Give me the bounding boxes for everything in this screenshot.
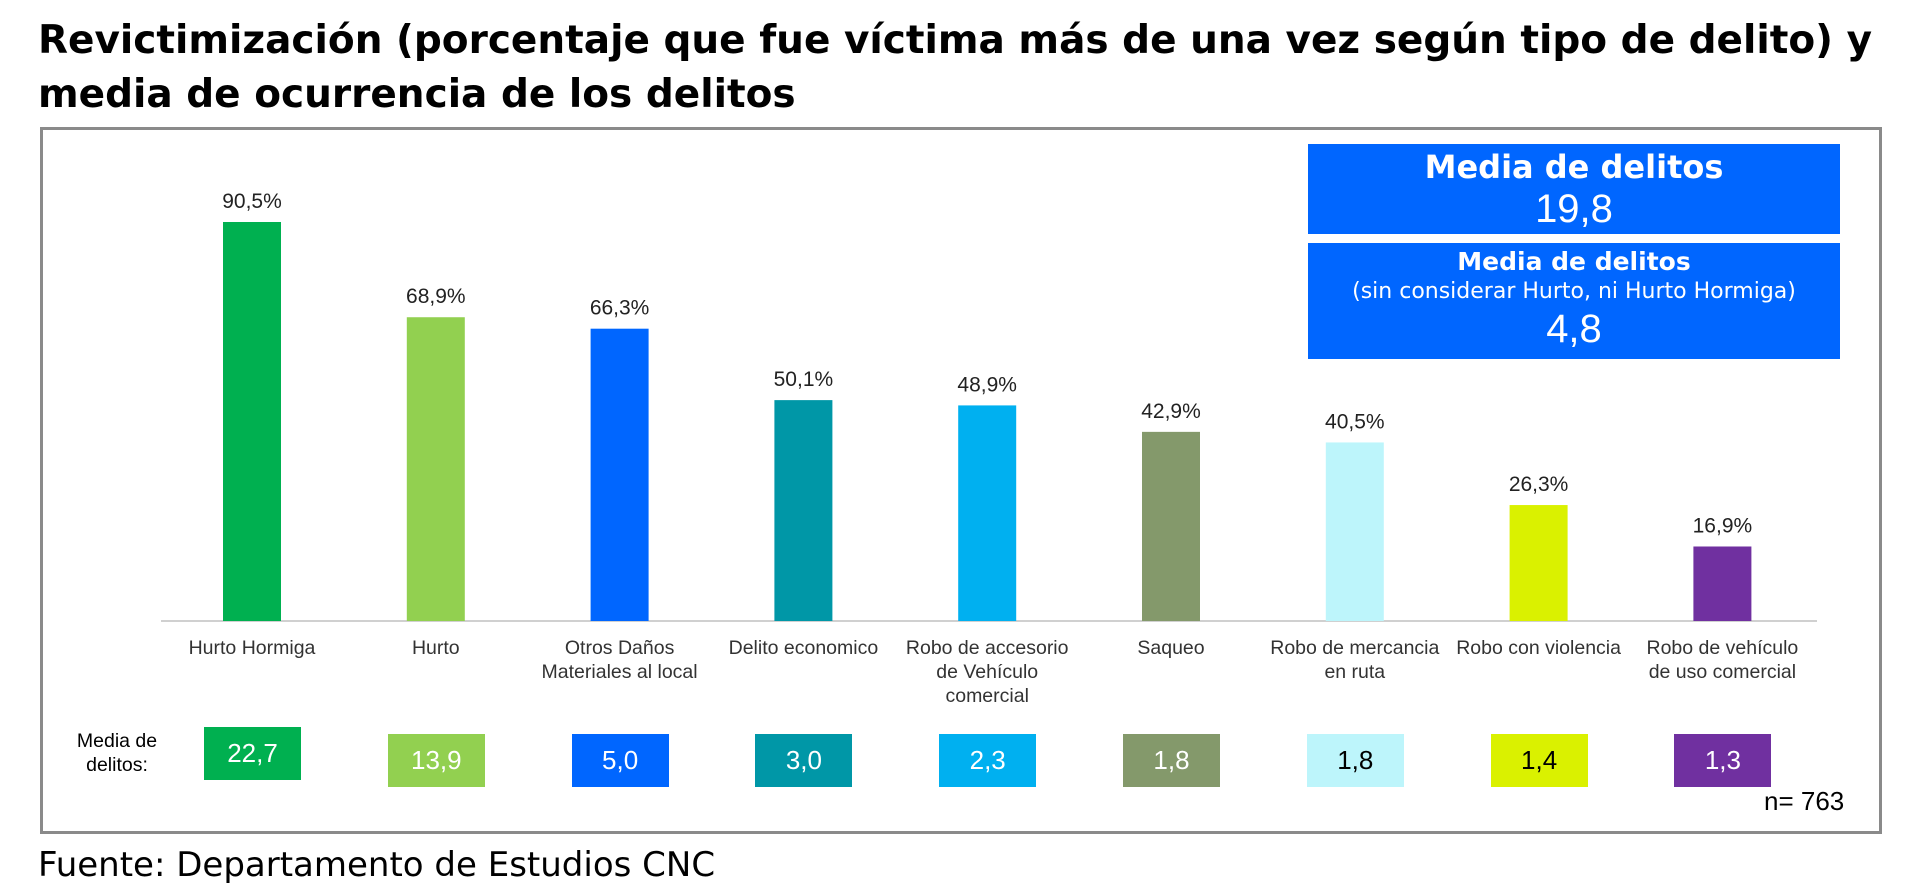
bar bbox=[223, 222, 281, 621]
category-label: Saqueo bbox=[1137, 637, 1204, 659]
media-total-heading: Media de delitos bbox=[1424, 148, 1724, 186]
chart-frame bbox=[40, 127, 1882, 834]
bar-value-label: 26,3% bbox=[1509, 473, 1569, 496]
category-label: Robo de vehículo de uso comercial bbox=[1647, 637, 1799, 683]
category-label: Otros Daños Materiales al local bbox=[542, 637, 698, 683]
media-value-box: 3,0 bbox=[755, 734, 853, 787]
bar bbox=[1325, 442, 1384, 621]
chart-title: Revictimización (porcentaje que fue víct… bbox=[38, 18, 1872, 117]
bar-value-label: 68,9% bbox=[406, 285, 466, 308]
bar-value-label: 90,5% bbox=[222, 190, 282, 213]
media-value-box: 13,9 bbox=[387, 734, 485, 787]
bar-value-label: 50,1% bbox=[774, 368, 834, 391]
category-label: Robo con violencia bbox=[1456, 637, 1621, 659]
category-label: Robo de mercancia en ruta bbox=[1270, 637, 1439, 683]
bar bbox=[1509, 505, 1568, 621]
media-excluding-box: Media de delitos (sin considerar Hurto, … bbox=[1308, 243, 1840, 359]
bar bbox=[406, 317, 465, 621]
bar-value-label: 40,5% bbox=[1325, 410, 1385, 433]
media-value-box: 22,7 bbox=[204, 727, 301, 780]
bar bbox=[1693, 546, 1752, 621]
media-total-box: Media de delitos 19,8 bbox=[1308, 144, 1840, 234]
bar bbox=[958, 405, 1017, 621]
bar-value-label: 16,9% bbox=[1693, 514, 1753, 537]
media-label-line: delitos: bbox=[86, 754, 148, 776]
media-excluding-subheading: (sin considerar Hurto, ni Hurto Hormiga) bbox=[1352, 279, 1796, 304]
category-label: Robo de accesorio de Vehículo comercial bbox=[906, 637, 1069, 707]
media-row-label: Media de delitos: bbox=[62, 729, 172, 777]
media-excluding-value: 4,8 bbox=[1546, 307, 1602, 351]
bar-value-label: 48,9% bbox=[957, 373, 1017, 396]
media-value-box: 5,0 bbox=[571, 734, 669, 787]
media-excluding-heading: Media de delitos bbox=[1457, 247, 1691, 276]
media-value-box: 1,4 bbox=[1490, 734, 1588, 787]
bar bbox=[590, 328, 649, 621]
media-value-box: 1,8 bbox=[1123, 734, 1220, 787]
category-label: Hurto Hormiga bbox=[189, 637, 316, 659]
bar-value-label: 66,3% bbox=[590, 297, 650, 320]
bar-value-label: 42,9% bbox=[1141, 400, 1201, 423]
media-value-box: 1,8 bbox=[1306, 734, 1404, 787]
bar bbox=[774, 400, 833, 621]
bar bbox=[1142, 431, 1200, 621]
sample-size-label: n= 763 bbox=[1764, 786, 1845, 816]
media-value-box: 1,3 bbox=[1674, 734, 1772, 787]
media-value-box: 2,3 bbox=[939, 734, 1037, 787]
media-total-value: 19,8 bbox=[1535, 187, 1613, 231]
source-note: Fuente: Departamento de Estudios CNC bbox=[38, 845, 716, 885]
media-label-line: Media de bbox=[76, 730, 158, 752]
category-label: Delito economico bbox=[729, 637, 879, 659]
category-label: Hurto bbox=[412, 637, 460, 659]
